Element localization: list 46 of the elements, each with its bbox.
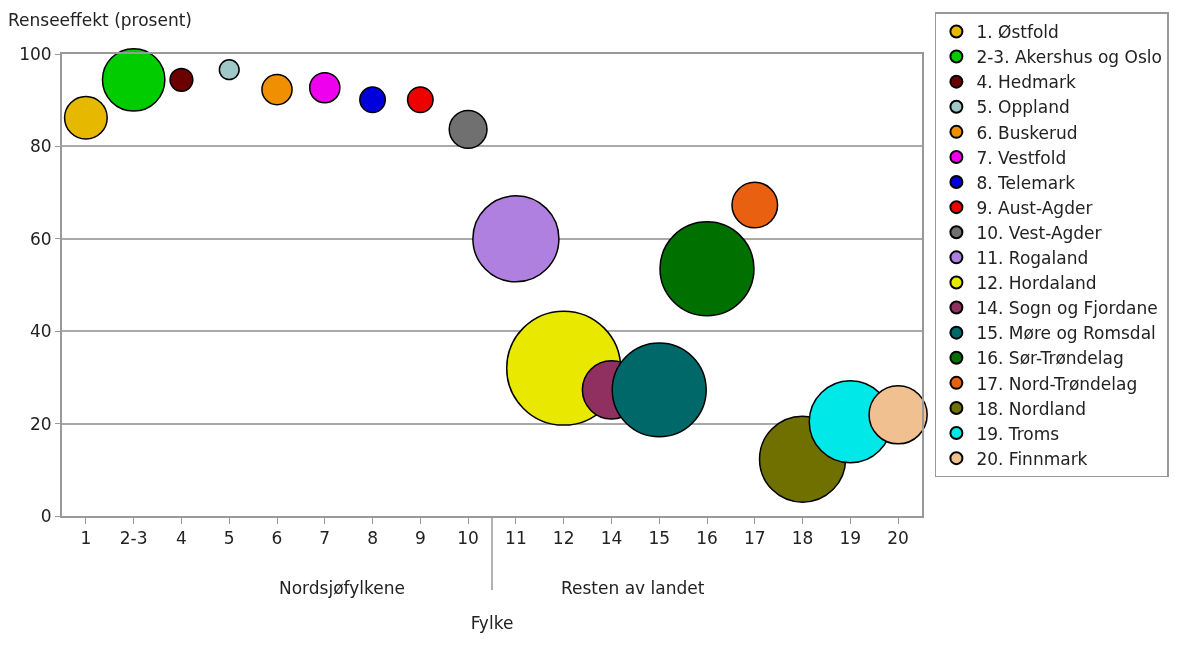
- x-tick-label: 4: [176, 528, 187, 549]
- y-tick-label: 60: [29, 228, 52, 249]
- text: Nordsjøfylkene: [279, 578, 405, 598]
- x-tick-label: 15: [648, 528, 671, 549]
- x-tick-label: 12: [552, 528, 575, 549]
- legend-label: 9. Aust-Agder: [976, 197, 1093, 218]
- legend-label: 18. Nordland: [976, 398, 1087, 419]
- x-tick-label: 1: [80, 528, 92, 549]
- y-tick-label: 40: [29, 321, 52, 342]
- x-tick-label: 18: [791, 528, 814, 549]
- legend-label: 2-3. Akershus og Oslo: [976, 47, 1162, 68]
- y-tick-label: 80: [29, 136, 52, 157]
- x-tick-label: 8: [367, 528, 378, 549]
- x-tick-label: 20: [887, 528, 909, 549]
- legend-label: 11. Rogaland: [976, 248, 1089, 268]
- x-tick-label: 5: [223, 528, 235, 549]
- legend-label: 14. Sogn og Fjordane: [976, 298, 1158, 319]
- y-tick-label: 100: [19, 43, 52, 64]
- legend-label: 1. Østfold: [976, 22, 1059, 43]
- legend-label: 16. Sør-Trøndelag: [976, 348, 1124, 369]
- x-tick-label: 10: [457, 528, 479, 549]
- x-tick-label: 19: [839, 528, 862, 549]
- x-tick-label: 7: [319, 528, 331, 549]
- x-tick-label: 9: [414, 528, 426, 549]
- text: Resten av landet: [561, 578, 705, 598]
- x-axis-title: Fylke: [470, 613, 514, 634]
- legend-label: 7. Vestfold: [976, 147, 1067, 168]
- x-tick-label: 6: [271, 528, 283, 549]
- legend-label: 12. Hordaland: [976, 273, 1097, 294]
- x-tick-label: 11: [505, 528, 527, 549]
- legend-label: 5. Oppland: [976, 97, 1070, 118]
- legend-label: 10. Vest-Agder: [976, 222, 1102, 243]
- legend-label: 6. Buskerud: [976, 122, 1078, 143]
- legend-label: 4. Hedmark: [976, 72, 1077, 93]
- y-axis-title: Renseeffekt (prosent): [8, 10, 192, 30]
- x-tick-label: 14: [600, 528, 623, 549]
- y-tick-label: 0: [40, 505, 52, 526]
- y-tick-label: 20: [29, 413, 52, 434]
- legend-label: 20. Finnmark: [976, 448, 1088, 469]
- legend-label: 17. Nord-Trøndelag: [976, 373, 1138, 394]
- legend-label: 19. Troms: [976, 423, 1060, 444]
- legend-label: 15. Møre og Romsdal: [976, 323, 1156, 344]
- x-tick-label: 2-3: [119, 528, 148, 549]
- legend-label: 8. Telemark: [976, 172, 1076, 193]
- x-tick-label: 16: [696, 528, 718, 549]
- x-tick-label: 17: [743, 528, 766, 549]
